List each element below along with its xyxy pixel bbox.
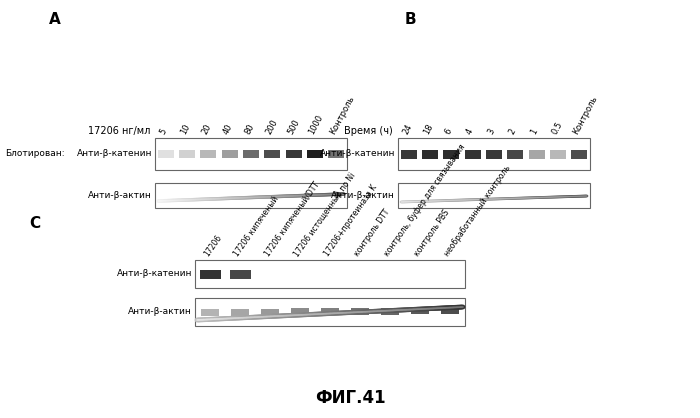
Text: 80: 80 [243,122,256,136]
Bar [465,150,481,158]
Bar [328,150,344,158]
Text: 1: 1 [528,127,539,136]
Bar [290,308,309,315]
Bar [155,138,347,170]
Text: A: A [49,13,61,28]
Bar [243,150,259,158]
Text: Время (ч): Время (ч) [344,126,393,136]
Bar [400,150,416,158]
Bar [195,298,465,326]
Bar [179,150,195,158]
Text: 1000: 1000 [307,113,325,136]
Text: 2: 2 [508,127,518,136]
Text: 3: 3 [486,127,496,136]
Bar [286,150,302,158]
Text: 40: 40 [222,122,235,136]
Text: контроль DTT: контроль DTT [353,208,392,258]
Text: Анти-β-катенин: Анти-β-катенин [116,270,192,278]
Bar [508,150,524,158]
Text: ФИГ.41: ФИГ.41 [315,389,385,407]
Bar [443,150,459,158]
Text: 17206: 17206 [202,233,224,258]
Bar [230,270,251,278]
Text: 500: 500 [286,118,301,136]
Text: 6: 6 [443,127,454,136]
Bar [222,150,238,158]
Bar [200,150,216,158]
Bar [398,138,590,170]
Bar [158,150,174,158]
Bar [265,150,280,158]
Text: B: B [404,13,416,28]
Text: 10: 10 [179,122,192,136]
Bar [486,150,502,158]
Text: необработанный контроль: необработанный контроль [442,164,512,258]
Bar [351,308,370,315]
Text: Анти-β-актин: Анти-β-актин [88,191,152,200]
Bar [260,308,279,316]
Bar [230,309,249,316]
Text: 17206 нг/мл: 17206 нг/мл [88,126,150,136]
Text: Анти-β-актин: Анти-β-актин [128,308,192,316]
Text: контроль PBS: контроль PBS [412,208,452,258]
Text: 17206 кипяченый/DTT: 17206 кипяченый/DTT [262,180,321,258]
Bar [410,307,429,314]
Text: Анти-β-катенин: Анти-β-катенин [319,150,395,158]
Text: Контроль: Контроль [571,94,599,136]
Text: 18: 18 [422,122,435,136]
Text: Блотирован:: Блотирован: [5,150,64,158]
Text: 17206+протеиназа K: 17206+протеиназа K [323,183,379,258]
Text: 0.5: 0.5 [550,120,564,136]
Bar [528,150,545,158]
Text: 4: 4 [465,127,475,136]
Text: 17206 кипяченый: 17206 кипяченый [232,194,281,258]
Bar [398,183,590,208]
Text: Анти-β-катенин: Анти-β-катенин [76,150,152,158]
Text: 20: 20 [200,122,214,136]
Bar [155,183,347,208]
Bar [321,308,340,315]
Bar [550,150,566,158]
Bar [440,307,459,314]
Bar [381,308,400,314]
Bar [201,309,220,316]
Bar [199,270,220,278]
Text: 200: 200 [265,118,280,136]
Text: Контроль: Контроль [328,94,356,136]
Text: 5: 5 [158,127,168,136]
Bar [307,150,323,158]
Bar [422,150,438,158]
Bar [195,260,465,288]
Text: 24: 24 [400,122,414,136]
Bar [571,150,587,158]
Text: C: C [29,216,41,230]
Text: 17206 истощенный по Ni: 17206 истощенный по Ni [293,171,358,258]
Text: Анти-β-актин: Анти-β-актин [331,191,395,200]
Text: контроль, буфер для связывания: контроль, буфер для связывания [383,143,467,258]
